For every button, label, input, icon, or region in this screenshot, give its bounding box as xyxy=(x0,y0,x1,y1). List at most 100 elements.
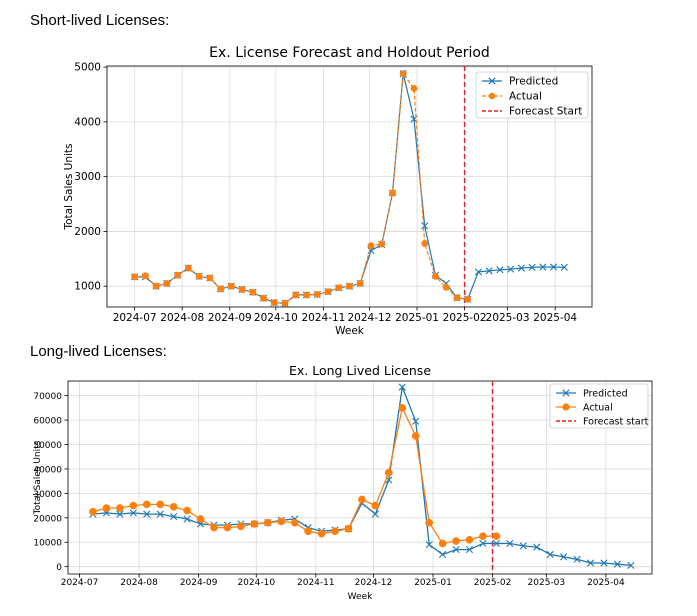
chart2-predicted-point xyxy=(439,550,447,559)
chart1-y-tick-label: 2000 xyxy=(74,226,101,238)
chart1-predicted-point xyxy=(474,268,483,276)
chart1-actual-point xyxy=(227,282,235,290)
chart2-predicted-point xyxy=(129,509,137,517)
chart1-predicted-point xyxy=(539,263,547,271)
chart1-actual-point xyxy=(131,273,139,281)
chart1-x-tick-label: 2025-03 xyxy=(486,312,530,324)
chart2-x-tick-label: 2024-10 xyxy=(237,578,275,588)
chart1-actual-point xyxy=(238,286,246,293)
chart1-legend-label: Predicted xyxy=(509,76,558,88)
chart2-actual-point xyxy=(452,537,460,545)
chart2-legend-label: Actual xyxy=(583,403,613,414)
chart1-legend-marker-predicted xyxy=(488,77,496,85)
chart1-actual-point xyxy=(410,85,418,92)
chart2-actual-point xyxy=(290,518,299,527)
chart1-actual-point xyxy=(163,279,171,287)
chart2-actual-point xyxy=(344,524,353,533)
chart2-actual-point xyxy=(89,507,97,516)
chart2-actual-point xyxy=(492,532,501,540)
chart2-actual-point xyxy=(223,523,232,532)
chart1-actual-point xyxy=(346,282,353,290)
chart2-predicted-point xyxy=(156,510,164,518)
chart1-actual-point xyxy=(389,189,396,197)
chart2-y-tick-label: 30000 xyxy=(33,490,62,500)
chart1-x-tick-label: 2024-10 xyxy=(254,312,298,324)
chart2-y-tick-label: 70000 xyxy=(33,392,62,402)
chart1-legend-label: Forecast Start xyxy=(509,106,582,118)
chart1-predicted-point xyxy=(496,266,504,274)
chart1-predicted-point xyxy=(550,263,558,271)
chart2-actual-point xyxy=(438,539,447,548)
chart2-predicted-point xyxy=(479,539,487,548)
chart2-actual-point xyxy=(465,535,474,544)
chart1-actual-point xyxy=(324,288,332,296)
chart2-y-tick-label: 50000 xyxy=(33,441,62,451)
chart1-title: Ex. License Forecast and Holdout Period xyxy=(209,45,490,61)
chart2-actual-point xyxy=(331,527,339,536)
chart2-actual-point xyxy=(358,495,366,504)
chart2-legend-marker-predicted xyxy=(562,389,570,397)
short-lived-forecast-chart: 2024-07 2024-08 2024-09 2024-10 2024-11 2024-… xyxy=(63,45,593,337)
chart2-predicted-point xyxy=(170,513,178,521)
chart2-actual-point xyxy=(102,504,111,512)
chart2-x-tick-label: 2024-11 xyxy=(297,578,335,588)
chart2-y-tick-label: 0 xyxy=(56,563,62,573)
chart1-actual-point xyxy=(378,240,386,248)
chart2-y-tick-label: 40000 xyxy=(33,465,62,475)
chart1-legend: Predicted Actual Forecast Start xyxy=(475,71,589,119)
chart1-x-tick-label: 2024-11 xyxy=(301,312,345,324)
chart1-x-tick-label: 2025-04 xyxy=(533,312,577,324)
chart2-legend-marker-actual xyxy=(562,403,570,411)
chart2-x-tick-label: 2024-08 xyxy=(120,578,158,588)
chart1-y-tick-label: 1000 xyxy=(74,281,101,293)
chart1-actual-point xyxy=(260,294,268,302)
chart1-predicted-point xyxy=(517,264,525,272)
chart2-legend-label: Forecast start xyxy=(583,417,649,428)
chart1-x-tick-label: 2025-02 xyxy=(443,312,487,324)
chart1-actual-point xyxy=(141,272,149,280)
chart2-actual-point xyxy=(169,502,178,511)
chart2-actual-point xyxy=(411,432,420,440)
chart2-predicted-point xyxy=(613,560,622,568)
chart2-actual-point xyxy=(142,500,151,509)
chart2-predicted-point xyxy=(560,553,568,561)
chart1-actual-point xyxy=(431,272,439,280)
chart2-legend: Predicted Actual Forecast start xyxy=(549,383,649,429)
chart2-title: Ex. Long Lived License xyxy=(289,363,431,378)
chart2-predicted-point xyxy=(627,561,635,570)
chart2-predicted-point xyxy=(465,545,474,554)
chart1-legend-marker-actual xyxy=(488,92,496,100)
chart2-legend-label: Predicted xyxy=(583,389,628,400)
chart2-x-tick-label: 2024-07 xyxy=(61,578,99,588)
chart1-actual-point xyxy=(249,288,257,296)
chart1-predicted-point xyxy=(485,267,493,275)
chart1-actual-point xyxy=(464,295,472,303)
chart2-actual-point xyxy=(237,522,245,531)
chart1-x-tick-label: 2024-07 xyxy=(113,312,157,324)
chart1-actual-point xyxy=(206,274,214,282)
chart2-actual-point xyxy=(129,501,138,510)
chart1-x-tick-label: 2024-12 xyxy=(348,312,392,324)
chart2-predicted-point xyxy=(398,383,406,391)
chart2-actual-point xyxy=(317,529,326,538)
chart2-predicted-point xyxy=(143,510,151,518)
chart1-y-tick-label: 5000 xyxy=(74,62,101,74)
chart1-legend-label: Actual xyxy=(509,91,542,103)
chart2-predicted-point xyxy=(506,539,514,548)
chart2-x-axis-label: Week xyxy=(348,592,373,602)
chart2-actual-point xyxy=(304,527,312,536)
chart2-series-actual xyxy=(89,404,501,548)
chart1-predicted-point xyxy=(528,263,536,271)
chart2-predicted-point xyxy=(586,559,595,567)
chart2-predicted-point xyxy=(183,515,191,523)
chart1-actual-point xyxy=(356,279,364,287)
chart2-actual-point xyxy=(183,506,191,515)
chart1-y-axis-label: Total Sales Units xyxy=(63,144,75,231)
chart2-plot-frame xyxy=(67,380,653,575)
chart2-predicted-point xyxy=(492,539,500,548)
chart1-actual-point xyxy=(281,299,289,307)
chart1-actual-point xyxy=(367,242,375,250)
chart2-actual-point xyxy=(371,501,380,510)
chart2-y-tick-label: 60000 xyxy=(33,417,62,427)
chart1-actual-point xyxy=(152,282,160,290)
